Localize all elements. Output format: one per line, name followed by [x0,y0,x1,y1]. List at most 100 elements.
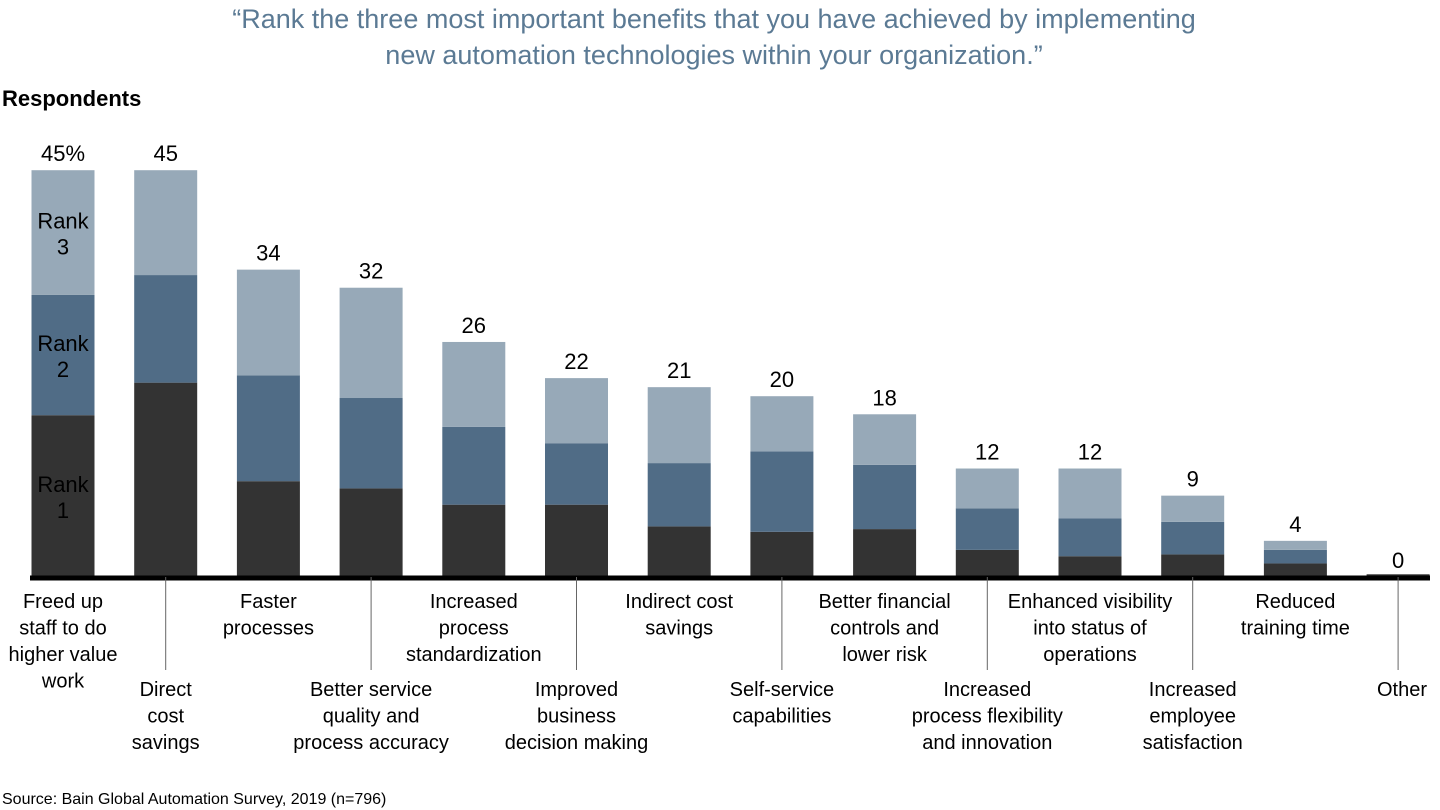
category-label: processes [223,618,314,640]
bar-segment-rank-3 [442,341,506,427]
category-label: quality and [323,706,420,728]
category-label: process [439,618,509,640]
chart-title-line-1: “Rank the three most important benefits … [232,4,1196,34]
total-label: 20 [770,367,794,392]
category-label: Better service [310,679,432,701]
total-label: 21 [667,358,691,383]
category-label: operations [1043,644,1136,666]
bar-segment-rank-3 [853,414,917,465]
bar-segment-rank-3 [236,269,300,376]
total-label: 4 [1289,512,1301,537]
bar-segment-rank-2 [750,451,814,532]
category-label: standardization [406,644,542,666]
bar-segment-rank-1 [647,526,711,577]
category-label: and innovation [922,732,1052,754]
category-label: Improved [535,679,618,701]
category-label: Reduced [1255,591,1335,613]
category-label: capabilities [732,706,831,728]
series-label: 3 [57,235,69,260]
source-note: Source: Bain Global Automation Survey, 2… [2,791,386,808]
category-label: Self-service [730,679,834,701]
category-label: Direct [140,679,193,701]
category-label: process flexibility [912,706,1063,728]
total-label: 12 [1078,440,1102,465]
series-label: Rank [37,209,89,234]
total-label: 12 [975,440,999,465]
category-label: Freed up [23,591,103,613]
bar-segment-rank-2 [134,275,198,383]
bar-segment-rank-2 [1161,521,1225,555]
category-label: higher value [9,644,118,666]
series-label: Rank [37,331,89,356]
bar-segment-rank-2 [647,463,711,527]
bar-segment-rank-1 [750,531,814,577]
series-label: Rank [37,472,89,497]
bar-segment-rank-3 [1263,540,1327,550]
bar-segment-rank-1 [1161,554,1225,577]
category-label: lower risk [842,644,927,666]
category-label: training time [1241,618,1350,640]
bar-segment-rank-2 [31,294,95,416]
bar-segment-rank-2 [442,426,506,505]
bar-segment-rank-2 [1263,549,1327,564]
category-label: Increased [943,679,1031,701]
category-label: Better financial [818,591,950,613]
category-label: business [537,706,616,728]
bar-segment-rank-1 [339,488,403,577]
category-label: employee [1149,706,1236,728]
total-label: 45% [41,141,85,166]
category-label: Increased [430,591,518,613]
category-label: cost [147,706,184,728]
bar-segment-rank-3 [339,287,403,399]
bar-segment-rank-2 [236,375,300,482]
category-label: staff to do [19,618,106,640]
bar-segment-rank-1 [1263,563,1327,577]
series-label: 1 [57,498,69,523]
bar-segment-rank-1 [442,504,506,577]
series-label: 2 [57,357,69,382]
total-label: 22 [564,349,588,374]
category-label: Increased [1149,679,1237,701]
category-label: Indirect cost [625,591,733,613]
total-label: 45 [153,141,177,166]
total-label: 32 [359,259,383,284]
category-label: Faster [240,591,297,613]
y-axis-label: Respondents [2,86,141,111]
category-label: work [41,671,85,693]
bar-segment-rank-1 [853,529,917,577]
bar-segment-rank-2 [1058,518,1122,557]
category-label: Enhanced visibility [1008,591,1173,613]
category-label: process accuracy [293,732,449,754]
bar-segment-rank-1 [1058,556,1122,577]
bar-segment-rank-3 [647,387,711,464]
category-label: into status of [1033,618,1147,640]
total-label: 9 [1187,467,1199,492]
category-label: savings [132,732,200,754]
bar-segment-rank-3 [545,378,608,444]
bar-segment-rank-3 [134,170,198,276]
bar-segment-rank-3 [750,396,814,452]
bar-segment-rank-2 [853,464,917,530]
bar-segment-rank-2 [545,443,608,505]
category-label: decision making [505,732,648,754]
category-label: savings [645,618,713,640]
bar-segment-rank-2 [339,398,403,489]
category-label: Other [1377,679,1427,701]
bar-segment-rank-1 [134,382,198,577]
bar-segment-rank-1 [955,549,1019,577]
bar-segment-rank-3 [1058,468,1122,519]
category-label: satisfaction [1143,732,1243,754]
category-label: controls and [830,618,939,640]
bar-segment-rank-3 [955,468,1019,509]
total-label: 26 [462,313,486,338]
total-label: 18 [872,385,896,410]
total-label: 0 [1392,548,1404,573]
total-label: 34 [256,241,280,266]
bar-segment-rank-3 [1161,495,1225,522]
bar-segment-rank-2 [955,508,1019,550]
bar-segment-rank-3 [31,170,95,295]
chart-title-line-2: new automation technologies within your … [385,40,1042,70]
bar-segment-rank-1 [236,481,300,577]
bar-segment-rank-1 [31,415,95,577]
